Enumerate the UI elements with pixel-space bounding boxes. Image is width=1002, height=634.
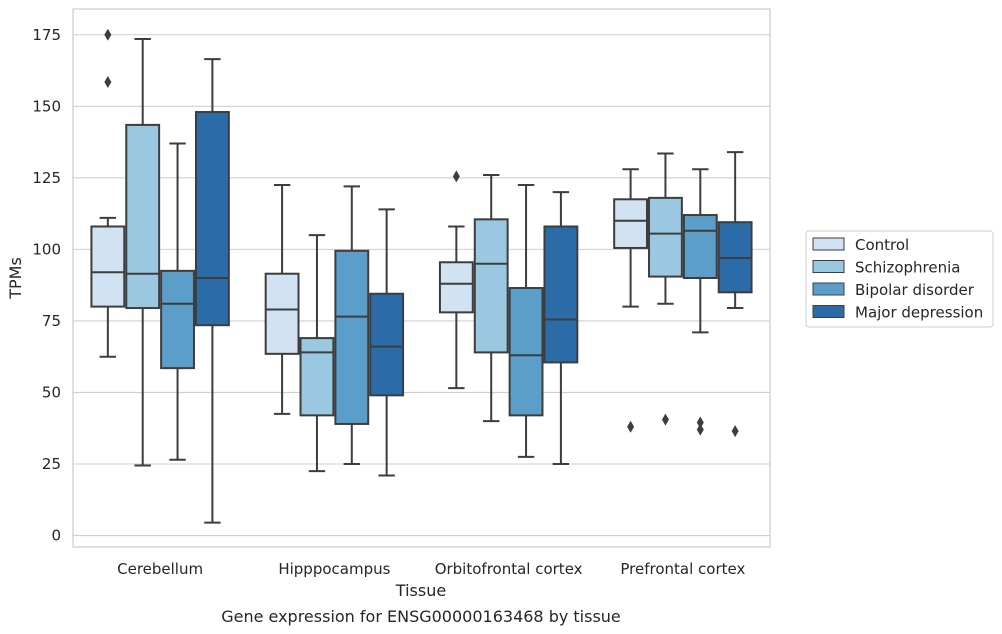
x-tick-label: Cerebellum	[117, 560, 203, 578]
outlier-point	[627, 420, 635, 433]
y-tick-label: 75	[42, 312, 61, 330]
legend-swatch	[812, 237, 845, 251]
box	[508, 183, 544, 458]
box-iqr	[508, 287, 544, 417]
box-iqr	[264, 272, 300, 355]
box-iqr	[369, 292, 405, 397]
x-tick-label: Hipppocampus	[278, 560, 390, 578]
box	[438, 170, 474, 390]
y-tick-label: 0	[51, 527, 61, 545]
box	[369, 208, 405, 477]
legend-swatch	[812, 305, 845, 318]
box-iqr	[194, 111, 230, 327]
x-tick-label: Orbitofrontal cortex	[435, 560, 583, 578]
box-iqr	[473, 218, 509, 354]
box	[299, 234, 335, 473]
y-tick-label: 150	[32, 97, 61, 115]
box-iqr	[299, 337, 335, 417]
legend-item: Bipolar disorder	[812, 281, 975, 299]
box	[613, 168, 649, 433]
box	[682, 168, 718, 436]
box	[90, 28, 126, 358]
y-tick-label: 125	[32, 169, 61, 187]
y-tick-label: 50	[42, 383, 61, 401]
box-iqr	[438, 261, 474, 314]
box-iqr	[648, 196, 683, 278]
x-axis-ticks: Cerebellum Hipppocampus Orbitofrontal cort…	[117, 560, 745, 578]
box-iqr	[160, 269, 195, 370]
box	[717, 151, 753, 438]
outlier-point	[661, 413, 669, 426]
box	[160, 142, 195, 461]
series-control	[90, 28, 649, 433]
box-iqr	[682, 214, 718, 280]
legend-swatch	[812, 282, 845, 296]
legend-label: Control	[855, 236, 909, 254]
box	[125, 38, 161, 467]
series-bipolar-disorder	[160, 142, 718, 466]
outlier-point	[696, 416, 704, 429]
box	[473, 173, 509, 423]
x-tick-label: Prefrontal cortex	[620, 560, 745, 578]
legend-label: Major depression	[855, 304, 983, 322]
x-axis-label: Tissue	[395, 581, 446, 600]
chart-caption: Gene expression for ENSG00000163468 by t…	[221, 607, 621, 626]
outlier-point	[731, 425, 739, 438]
legend-label: Bipolar disorder	[855, 281, 975, 299]
y-axis-ticks: 0 25 50 75 100 125 150 175	[32, 26, 61, 545]
legend-swatch	[812, 260, 845, 273]
box-iqr	[334, 249, 370, 425]
box	[648, 152, 683, 426]
box-iqr	[543, 225, 579, 364]
box-iqr	[125, 123, 161, 310]
outlier-point	[104, 28, 112, 41]
outlier-point	[452, 170, 460, 183]
box	[543, 191, 579, 466]
legend-item: Control	[812, 236, 909, 254]
box	[194, 58, 230, 524]
series-major-depression	[194, 58, 753, 524]
box-iqr	[613, 198, 649, 249]
box	[334, 185, 370, 466]
legend-frame	[805, 230, 994, 328]
plot-frame	[72, 8, 771, 548]
y-axis-label: TPMs	[6, 257, 25, 300]
y-tick-label: 100	[32, 240, 61, 258]
box-iqr	[90, 225, 126, 308]
y-tick-label: 25	[42, 455, 61, 473]
legend-item: Schizophrenia	[812, 259, 960, 277]
box	[264, 183, 300, 415]
legend-label: Schizophrenia	[855, 259, 960, 277]
legend-item: Major depression	[812, 304, 983, 322]
series-schizophrenia	[125, 38, 683, 473]
y-tick-label: 175	[32, 26, 61, 44]
legend: Control Schizophrenia Bipolar disorder Majo…	[805, 230, 994, 328]
outlier-point	[696, 423, 704, 436]
box-plot-series	[90, 28, 753, 524]
outlier-point	[104, 75, 112, 88]
